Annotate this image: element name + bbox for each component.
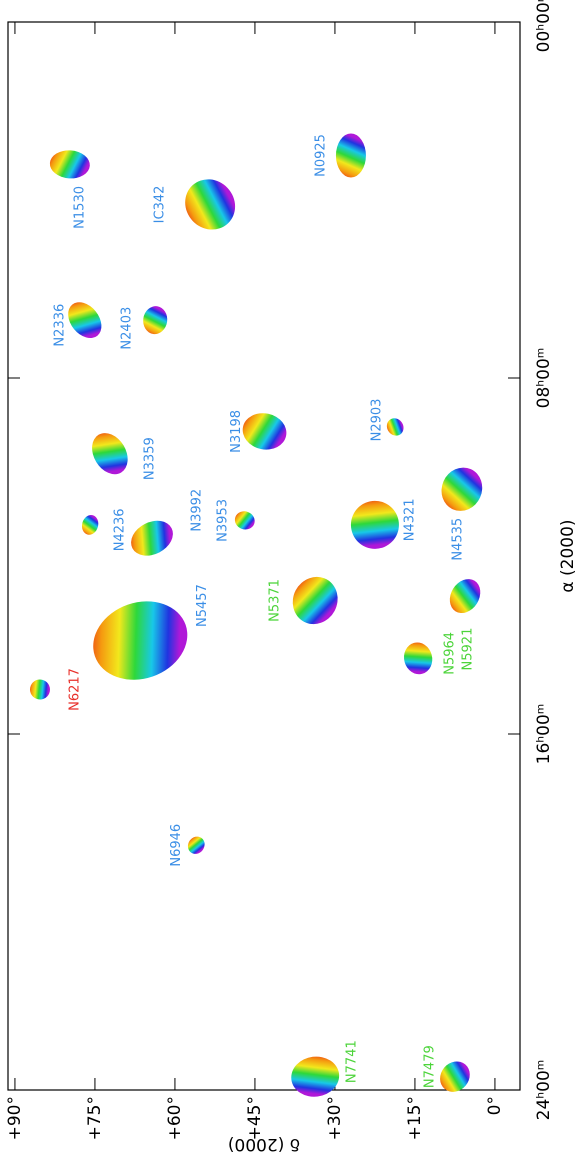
galaxy-label: N3359 [142,437,157,480]
galaxy-velocity-field [335,133,366,178]
galaxy-velocity-field [234,511,255,530]
x-tick-label: 16ʰ00ᵐ [534,704,554,765]
x-axis-label: α (2000) [558,519,578,592]
galaxy-label: N4321 [402,498,417,541]
galaxy-label: N4535 [450,518,465,561]
galaxy-label: N1530 [72,186,87,229]
galaxy-label: N2403 [120,307,135,350]
plot-area: α (2000) δ (2000) 24ʰ00ᵐ 16ʰ00ᵐ 08ʰ00ᵐ 00ʰ0… [5,0,578,1154]
galaxy-label: N7479 [422,1045,437,1088]
galaxy-label: N5964 [443,632,458,675]
galaxy-velocity-field [49,150,90,179]
galaxy-velocity-field [403,642,433,675]
galaxy-velocity-field [441,467,483,511]
galaxy-label: N2336 [52,304,67,347]
x-tick-label: 24ʰ00ᵐ [534,1060,554,1121]
galaxy-label: N5457 [195,584,210,627]
y-tick-label: +30° [325,1096,345,1140]
galaxy-velocity-field [291,1056,340,1097]
galaxy-label: IC342 [153,186,168,224]
galaxy-velocity-field [93,601,188,680]
galaxy-velocity-field [449,579,481,614]
y-tick-label: +45° [245,1096,265,1140]
frame [7,21,521,1091]
galaxy-velocity-field [143,306,168,335]
galaxy-label: N4236 [113,508,128,551]
galaxy-velocity-field [440,1061,470,1092]
galaxy-label: N5371 [268,579,283,622]
galaxy-label: N6217 [68,668,83,711]
x-tick-label: 00ʰ00ᵐ [534,0,554,52]
galaxy-velocity-field [292,576,338,625]
x-tick-label: 08ʰ00ᵐ [534,348,554,409]
y-tick-label: +90° [5,1096,25,1140]
y-tick-label: +75° [85,1096,105,1140]
galaxy-velocity-field [185,179,236,230]
galaxy-label: N6946 [169,824,184,867]
galaxy-label: N3198 [229,410,244,453]
galaxy-velocity-field [30,679,50,700]
galaxy-label: N3992 [190,489,205,532]
galaxy-velocity-field [68,302,102,339]
galaxy-velocity-field [92,433,128,475]
galaxy-velocity-field [242,413,287,450]
y-tick-label: +60° [165,1096,185,1140]
galaxy-label: N2903 [370,399,385,442]
galaxy-label: N3953 [215,499,230,542]
y-tick-label: +15° [405,1096,425,1140]
y-axis-label: δ (2000) [228,1134,300,1154]
galaxy-velocity-field [81,514,99,535]
galaxy-velocity-field [187,836,205,854]
galaxy-label: N5921 [461,628,476,671]
galaxy-label: N0925 [313,134,328,177]
galaxy-velocity-field [386,418,404,436]
y-tick-label: 0° [485,1096,505,1115]
galaxy-velocity-field [131,520,173,556]
galaxy-label: N7741 [345,1040,360,1083]
galaxy-velocity-field [350,500,399,549]
